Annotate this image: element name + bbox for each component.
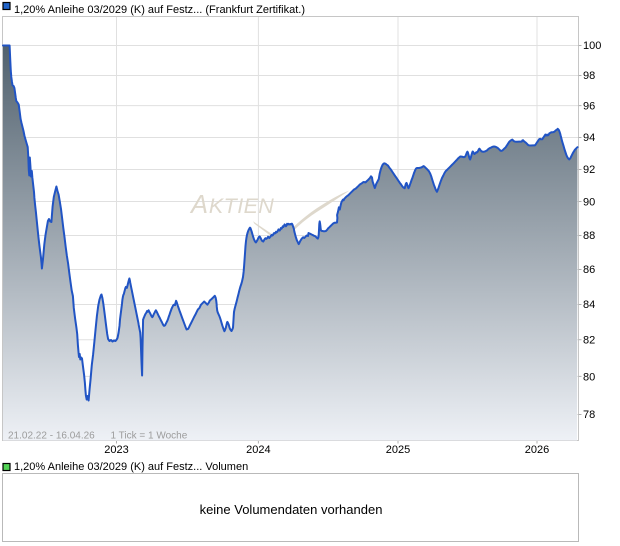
svg-text:88: 88	[583, 230, 595, 242]
svg-text:2026: 2026	[525, 444, 549, 456]
svg-text:96: 96	[583, 101, 595, 113]
svg-text:84: 84	[583, 299, 595, 311]
svg-text:21.02.22 - 16.04.26: 21.02.22 - 16.04.26	[8, 431, 95, 442]
svg-text:2023: 2023	[104, 444, 128, 456]
svg-text:92: 92	[583, 164, 595, 176]
svg-text:82: 82	[583, 335, 595, 347]
svg-text:2024: 2024	[246, 444, 270, 456]
svg-text:94: 94	[583, 132, 595, 144]
svg-text:78: 78	[583, 409, 595, 421]
svg-text:90: 90	[583, 197, 595, 209]
svg-text:100: 100	[583, 40, 601, 52]
svg-text:keine Volumendaten vorhanden: keine Volumendaten vorhanden	[200, 502, 383, 517]
svg-text:80: 80	[583, 371, 595, 383]
svg-text:AKTIEN: AKTIEN	[189, 191, 274, 219]
svg-text:1,20% Anleihe 03/2029 (K) auf: 1,20% Anleihe 03/2029 (K) auf Festz... V…	[14, 461, 248, 473]
svg-text:98: 98	[583, 70, 595, 82]
svg-text:1 Tick = 1 Woche: 1 Tick = 1 Woche	[111, 431, 188, 442]
svg-text:86: 86	[583, 264, 595, 276]
svg-text:1,20% Anleihe 03/2029 (K) auf: 1,20% Anleihe 03/2029 (K) auf Festz... (…	[14, 4, 305, 16]
svg-text:2025: 2025	[386, 444, 410, 456]
